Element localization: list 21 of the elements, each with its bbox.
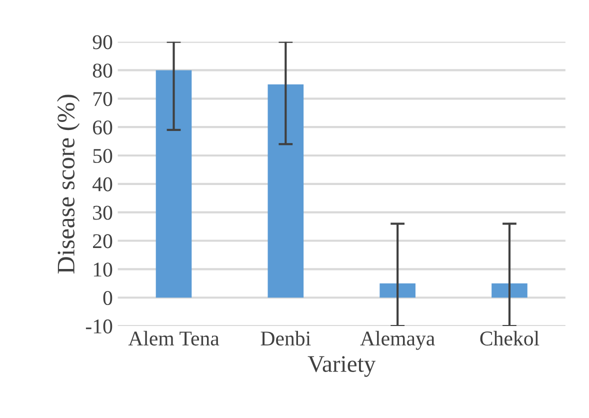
y-tick-label: 40	[92, 177, 112, 192]
y-tick-label: 10	[94, 262, 112, 277]
y-tick-label: 90	[92, 35, 112, 50]
x-tick-label: Denbi	[260, 330, 311, 346]
x-tick-label: Alem Tena	[128, 330, 220, 346]
y-axis-title: Disease score (%)	[56, 94, 80, 274]
x-axis-title: Variety	[308, 356, 376, 377]
y-tick-label: 70	[93, 92, 112, 106]
x-tick-label: Alemaya	[360, 330, 435, 350]
x-tick-label: Chekol	[480, 330, 540, 346]
y-tick-label: 50	[93, 148, 112, 163]
y-tick-label: 60	[93, 120, 112, 135]
bar	[492, 283, 528, 298]
bar	[156, 70, 192, 298]
y-tick-label: 0	[103, 290, 112, 306]
y-tick-label: -10	[86, 319, 112, 334]
y-tick-label: 80	[92, 64, 112, 78]
y-tick-label: 20	[93, 234, 112, 248]
bar	[380, 283, 416, 298]
y-tick-label: 30	[93, 206, 112, 220]
bar	[268, 84, 304, 298]
